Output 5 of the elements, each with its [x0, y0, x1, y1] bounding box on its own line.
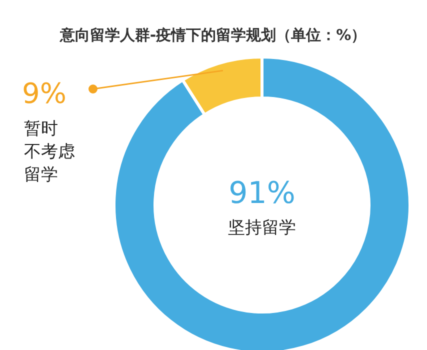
data-label: 9%: [22, 77, 66, 110]
data-label: 91%: [228, 176, 296, 211]
chart-title: 意向留学人群-疫情下的留学规划（单位：%）: [58, 26, 366, 44]
slice-label: 坚持留学: [228, 218, 296, 238]
slice-label: 暂时不考虑留学: [24, 119, 75, 185]
